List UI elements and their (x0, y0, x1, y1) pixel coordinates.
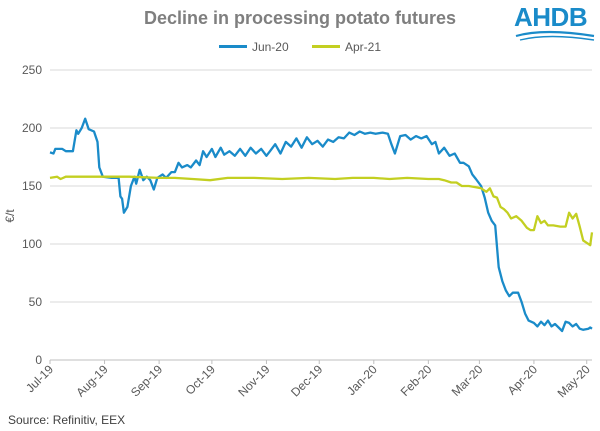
x-tick-label: Sep-19 (128, 362, 165, 399)
gridlines (50, 69, 592, 361)
legend-label-jun20: Jun-20 (251, 40, 289, 54)
x-tick-label: Feb-20 (398, 362, 435, 399)
y-axis-label: €/t (3, 209, 17, 223)
source-note: Source: Refinitiv, EEX (8, 413, 126, 427)
legend-swatch-jun20 (218, 45, 247, 49)
y-tick-label: 200 (22, 121, 42, 135)
x-tick-label: May-20 (555, 362, 593, 400)
x-tick-label: Dec-19 (288, 362, 325, 399)
series-lines (49, 117, 594, 333)
legend-item-apr21: Apr-21 (312, 40, 381, 54)
x-tick-label: Mar-20 (449, 362, 486, 399)
x-tick-label: Oct-19 (183, 362, 219, 398)
legend-label-apr21: Apr-21 (345, 40, 382, 54)
chart-title: Decline in processing potato futures (143, 8, 457, 28)
series-line-jun20 (49, 117, 593, 333)
y-tick-label: 50 (29, 295, 43, 309)
x-tick-label: Apr-20 (505, 362, 541, 398)
chart-legend: Jun-20 Apr-21 (0, 40, 600, 54)
legend-swatch-apr21 (312, 45, 340, 49)
series-line-apr21 (49, 175, 594, 247)
x-tick-label: Nov-19 (235, 362, 272, 399)
logo-swoosh-icon (515, 30, 595, 41)
logo-wordmark: AHDB (514, 2, 588, 32)
x-tick-label: Aug-19 (73, 362, 110, 399)
y-tick-label: 250 (22, 63, 42, 77)
y-tick-label: 150 (22, 179, 42, 193)
x-tick-label: Jan-20 (344, 362, 380, 398)
ahdb-logo: AHDB (514, 2, 596, 42)
y-tick-label: 0 (35, 353, 42, 367)
y-tick-label: 100 (22, 237, 42, 251)
y-axis-ticks: 0 50 100 150 200 250 (22, 63, 42, 367)
x-axis-ticks: Jul-19 Aug-19 Sep-19 Oct-19 Nov-19 Dec-19 Jan-… (23, 360, 593, 400)
legend-item-jun20: Jun-20 (218, 40, 289, 54)
